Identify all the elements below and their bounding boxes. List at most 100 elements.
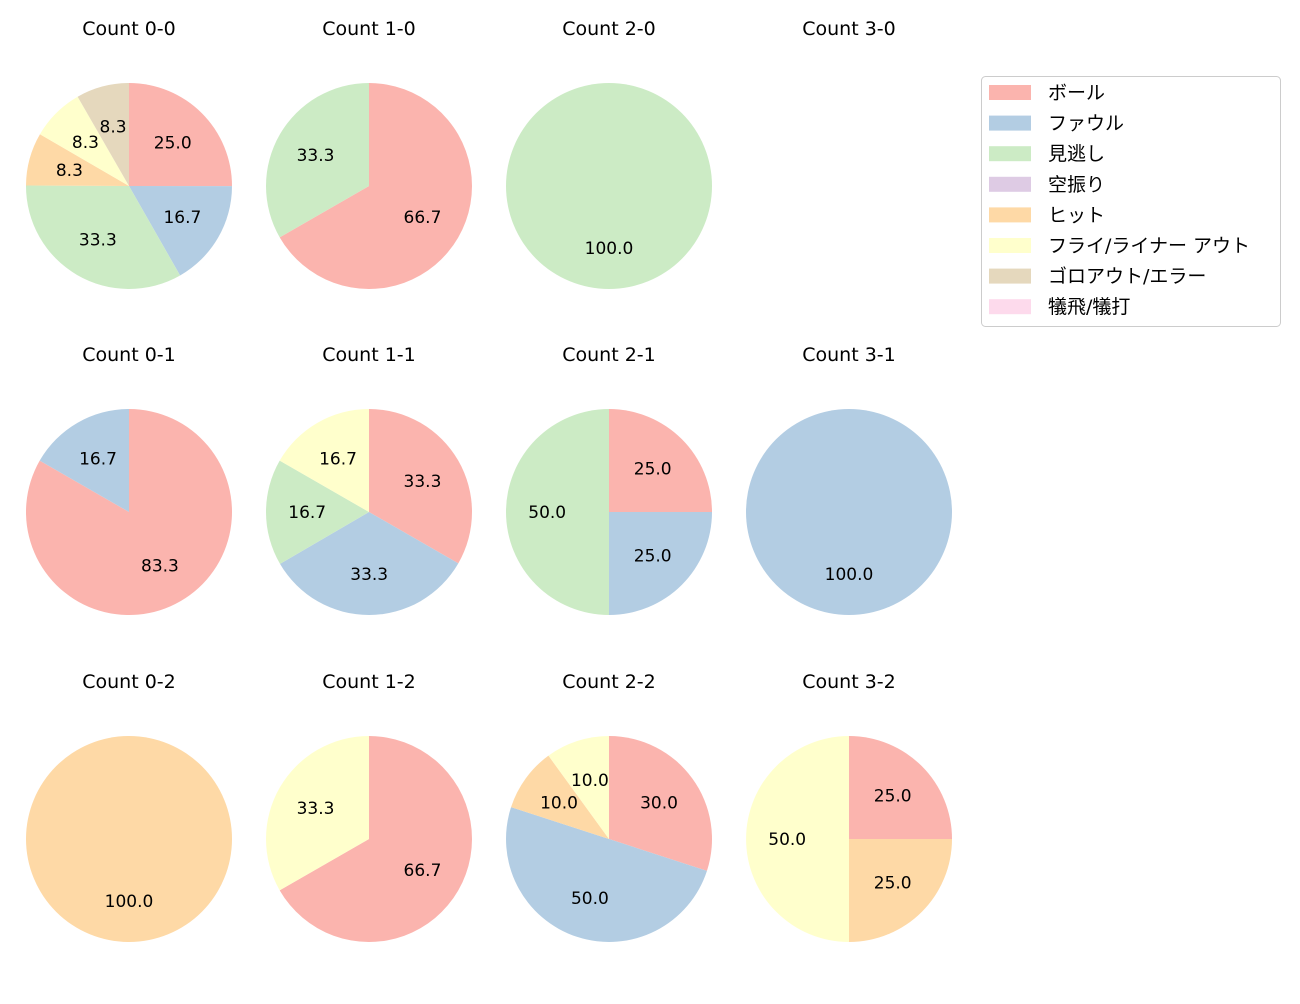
pie-slice-フライ/ライナー アウト [279, 409, 369, 512]
legend-swatch [989, 207, 1031, 223]
slice-label: 16.7 [163, 208, 201, 228]
slice-label: 66.7 [404, 861, 442, 881]
slice-label: 33.3 [79, 230, 117, 250]
pie-title: Count 0-1 [82, 344, 176, 366]
pie-title: Count 1-1 [322, 344, 416, 366]
legend-label: フライ/ライナー アウト [1048, 235, 1250, 257]
pie-count-0-0: Count 0-025.016.733.38.38.38.3 [26, 18, 232, 289]
slice-label: 33.3 [350, 565, 388, 585]
legend-label: ゴロアウト/エラー [1048, 266, 1206, 288]
pie-count-0-1: Count 0-1 83.3 16.7 [25, 344, 232, 616]
slice-label: 66.7 [404, 208, 442, 228]
legend-item: 空振り [989, 174, 1105, 196]
pie-title: Count 3-2 [802, 671, 896, 693]
slice-label: 30.0 [640, 794, 678, 814]
pie-title: Count 2-2 [562, 671, 656, 693]
pie-slice-ヒット [511, 755, 609, 839]
slice-label: 33.3 [404, 472, 442, 492]
slice-label: 25.0 [874, 786, 912, 806]
legend-label: 犠飛/犠打 [1048, 296, 1130, 318]
pie-title: Count 1-0 [322, 18, 416, 40]
pie-slice-ボール [279, 736, 473, 942]
pie-slice-ヒット [849, 839, 952, 942]
pie-slice-見逃し [26, 185, 181, 289]
pie-slice-ヒット [26, 736, 232, 942]
legend-item: ファウル [989, 113, 1124, 135]
slice-label: 8.3 [72, 133, 99, 153]
slice-label: 10.0 [540, 794, 578, 814]
pie-title: Count 3-1 [802, 344, 896, 366]
slice-label: 8.3 [56, 161, 83, 181]
slice-label: 8.3 [100, 117, 127, 137]
legend-label: ヒット [1048, 204, 1105, 226]
slice-label: 100.0 [585, 239, 634, 259]
pie-slice-フライ/ライナー アウト [39, 96, 129, 186]
slice-label: 33.3 [297, 799, 335, 819]
legend-label: ファウル [1048, 113, 1124, 135]
legend-item: ゴロアウト/エラー [989, 266, 1206, 288]
pie-slice-フライ/ライナー アウト [548, 736, 609, 839]
legend-item: ボール [989, 82, 1105, 104]
legend-item: フライ/ライナー アウト [989, 235, 1250, 257]
pie-title: Count 2-0 [562, 18, 656, 40]
pie-count-2-2: Count 2-2 30.0 50.0 10.0 10.0 [506, 671, 712, 942]
pie-slice-ボール [129, 83, 232, 187]
pie-count-3-2: Count 3-2 25.0 25.0 50.0 [746, 671, 952, 942]
pie-slice-ボール [849, 736, 952, 839]
pie-count-1-2: Count 1-2 66.7 33.3 [266, 671, 473, 942]
legend-swatch [989, 299, 1031, 315]
pie-slice-ボール [609, 409, 712, 512]
legend-item: ヒット [989, 204, 1105, 226]
slice-label: 50.0 [528, 503, 566, 523]
pie-slice-ファウル [506, 807, 707, 942]
slice-label: 100.0 [825, 565, 874, 585]
slice-label: 16.7 [288, 503, 326, 523]
pie-title: Count 0-2 [82, 671, 176, 693]
slice-label: 83.3 [141, 556, 179, 576]
pie-count-2-0: Count 2-0 100.0 [506, 18, 712, 289]
pie-slice-ボール [609, 736, 712, 871]
legend-item: 見逃し [989, 143, 1105, 165]
pie-slice-ボール [369, 409, 472, 564]
pie-slice-見逃し [266, 83, 369, 238]
legend-swatch [989, 115, 1031, 131]
legend-item: 犠飛/犠打 [989, 296, 1130, 318]
pie-slice-ヒット [26, 134, 130, 186]
pie-slice-フライ/ライナー アウト [746, 736, 849, 942]
pie-slice-見逃し [506, 83, 712, 289]
pie-slice-フライ/ライナー アウト [266, 736, 369, 891]
pie-count-1-1: Count 1-1 33.3 33.3 16.7 16.7 [266, 344, 472, 615]
legend-swatch [989, 85, 1031, 100]
pie-slice-ファウル [609, 512, 712, 615]
pie-title: Count 2-1 [562, 344, 656, 366]
pie-slice-ファウル [280, 512, 459, 615]
legend-swatch [989, 268, 1031, 284]
slice-label: 100.0 [105, 892, 154, 912]
legend-label: 空振り [1048, 174, 1105, 196]
pie-title: Count 0-0 [82, 18, 176, 40]
slice-label: 25.0 [634, 547, 672, 567]
pie-count-0-2: Count 0-2 100.0 [26, 671, 232, 942]
legend-swatch [989, 176, 1031, 192]
legend-frame [981, 76, 1281, 327]
pie-title: Count 1-2 [322, 671, 416, 693]
pie-count-3-0: Count 3-0 [802, 18, 896, 40]
pie-slice-ゴロアウト/エラー [77, 83, 129, 186]
pie-slice-見逃し [506, 409, 609, 615]
pie-slice-見逃し [266, 460, 369, 564]
slice-label: 50.0 [768, 830, 806, 850]
pie-slice-ボール [25, 409, 232, 616]
slice-label: 16.7 [79, 450, 117, 470]
pie-count-1-0: Count 1-0 66.7 33.3 [266, 18, 472, 289]
pie-slice-ボール [279, 83, 472, 289]
slice-label: 16.7 [319, 450, 357, 470]
pie-count-3-1: Count 3-1 100.0 [746, 344, 952, 615]
pie-slice-ファウル [39, 409, 129, 512]
legend-label: ボール [1048, 82, 1105, 104]
slice-label: 25.0 [154, 133, 192, 153]
slice-label: 50.0 [571, 889, 609, 909]
legend-swatch [989, 238, 1031, 253]
slice-label: 25.0 [874, 874, 912, 894]
